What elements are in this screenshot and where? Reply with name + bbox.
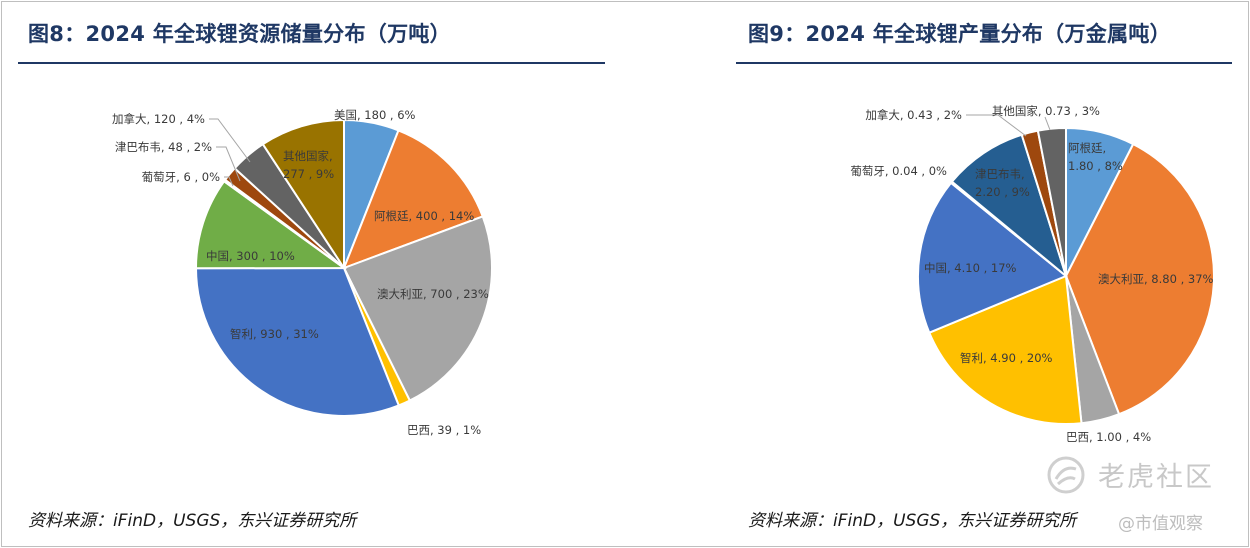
pie-slice-0-9 (261, 118, 345, 272)
pie-chart-production: 阿根廷, 1.80 , 8% 澳大利亚, 8.80 , 37% 巴西, 1.00 , … (850, 104, 1215, 444)
data-label-1-7: 加拿大, 0.43 , 2% (865, 108, 962, 122)
chart-title-production: 图9：2024 年全球锂产量分布（万金属吨） (748, 22, 1171, 46)
pie-slice-1-3 (927, 274, 1083, 425)
source-note-reserves: 资料来源：iFinD，USGS，东兴证券研究所 (28, 511, 357, 531)
data-label-0-3: 巴西, 39 , 1% (407, 423, 481, 437)
data-label-0-2: 澳大利亚, 700 , 23% (377, 287, 489, 301)
watermark-handle: @市值观察 (1118, 514, 1203, 534)
pie-slice-0-4 (194, 266, 401, 417)
data-label-0-5: 中国, 300 , 10% (206, 249, 295, 263)
data-label-0-8: 加拿大, 120 , 4% (112, 112, 205, 126)
data-label-0-4: 智利, 930 , 31% (230, 327, 319, 341)
data-label-0-1: 阿根廷, 400 , 14% (374, 209, 474, 223)
data-label-1-4: 中国, 4.10 , 17% (924, 261, 1017, 275)
leader-line-0-7 (216, 146, 241, 182)
data-label-1-8: 其他国家, 0.73 , 3% (992, 104, 1100, 118)
source-note-production: 资料来源：iFinD，USGS，东兴证券研究所 (748, 511, 1077, 531)
data-label-0-9: 其他国家, 277 , 9% (283, 149, 334, 181)
pie-slice-1-4 (917, 181, 1068, 334)
data-label-1-3: 智利, 4.90 , 20% (960, 351, 1053, 365)
title-rule-production (736, 62, 1232, 64)
data-label-1-0: 阿根廷, 1.80 , 8% (1068, 141, 1123, 173)
data-label-0-0: 美国, 180 , 6% (334, 108, 416, 122)
data-label-0-6: 葡萄牙, 6 , 0% (142, 170, 220, 184)
data-label-0-7: 津巴布韦, 48 , 2% (115, 140, 212, 154)
leader-line-1-8 (1044, 116, 1051, 131)
chart-title-reserves: 图8：2024 年全球锂资源储量分布（万吨） (28, 22, 451, 46)
leader-line-1-7 (966, 114, 1027, 137)
pie-slice-1-8 (1036, 126, 1067, 277)
pie-slice-0-2 (342, 215, 493, 402)
leader-line-0-6 (224, 176, 234, 187)
data-label-1-5: 葡萄牙, 0.04 , 0% (850, 164, 947, 178)
pie-slice-0-5 (194, 179, 348, 270)
data-label-1-6: 津巴布韦, 2.20 , 9% (975, 167, 1030, 199)
title-rule-reserves (18, 62, 605, 64)
data-label-1-1: 澳大利亚, 8.80 , 37% (1098, 272, 1214, 286)
pie-slice-1-1 (1064, 142, 1215, 416)
pie-slice-1-6 (950, 133, 1068, 279)
pie-slice-0-1 (342, 129, 485, 270)
pie-chart-reserves: 美国, 180 , 6% 阿根廷, 400 , 14% 澳大利亚, 700 , 23… (112, 108, 493, 437)
tiger-community-logo-icon (1047, 456, 1085, 494)
data-label-1-2: 巴西, 1.00 , 4% (1066, 430, 1151, 444)
leader-line-0-8 (209, 118, 251, 163)
watermark-brand: 老虎社区 (1098, 462, 1214, 493)
